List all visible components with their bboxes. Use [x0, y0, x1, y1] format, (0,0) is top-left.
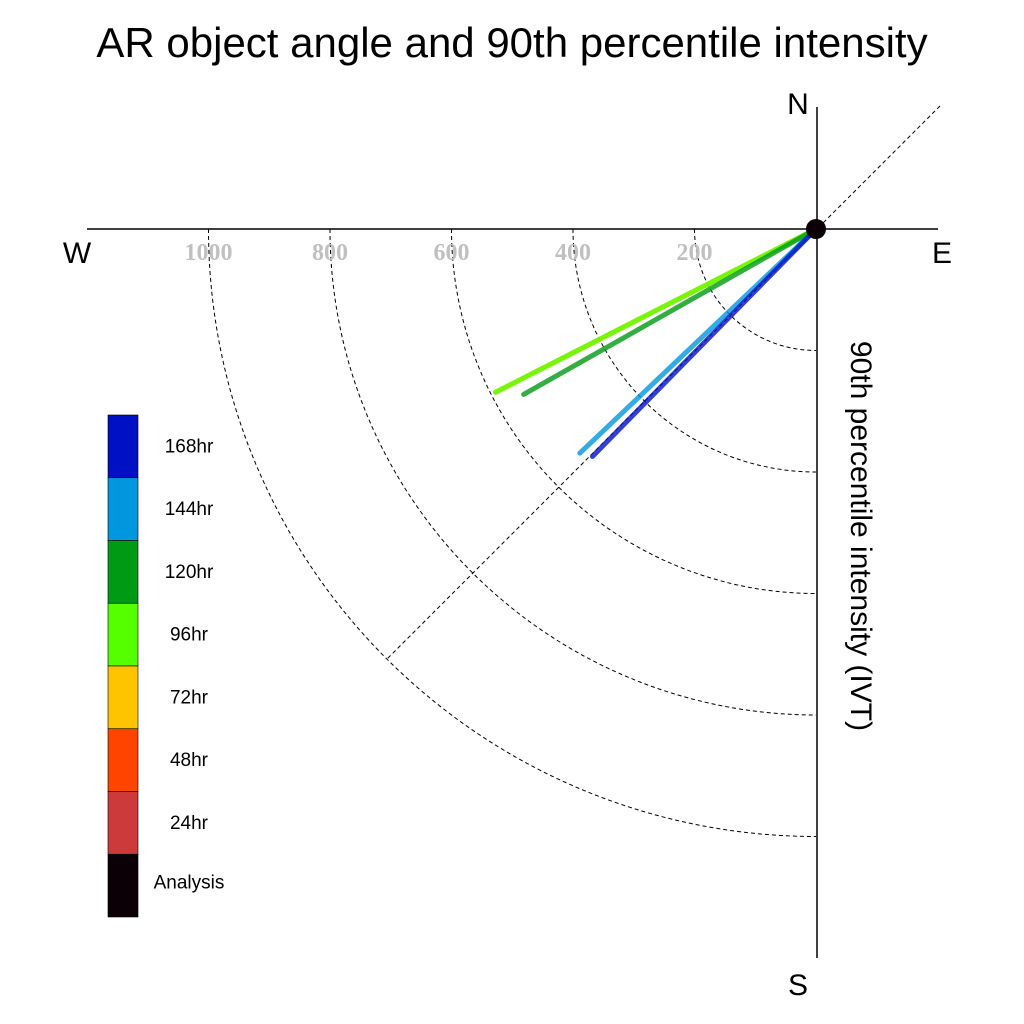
compass-east: E: [932, 237, 952, 270]
legend-label-144hr: 144hr: [165, 499, 214, 520]
radial-tick-label: 200: [677, 240, 713, 266]
legend-swatch-24hr: [107, 791, 139, 855]
grid-ring-800: [329, 228, 817, 716]
y-axis-label: 90th percentile intensity (IVT): [844, 341, 877, 731]
vector-168hr: [589, 226, 819, 459]
grid-ring-600: [451, 228, 817, 594]
compass-north: N: [787, 88, 809, 121]
radial-tick-label: 800: [312, 240, 348, 266]
legend-label-72hr: 72hr: [170, 687, 209, 708]
radial-tick-label: 400: [555, 240, 591, 266]
grid-ring-200: [694, 228, 817, 351]
legend-swatch-analysis: [107, 853, 139, 918]
legend-label-analysis: Analysis: [154, 873, 225, 894]
legend-swatch-72hr: [107, 665, 139, 730]
diagonal-guide: [386, 105, 941, 660]
vector-120hr: [521, 226, 819, 397]
radial-tick-labels: 200 400 600 800 1000: [185, 240, 713, 266]
vector-96hr: [493, 226, 819, 395]
legend-swatch-48hr: [107, 728, 139, 792]
origin-marker: [806, 219, 826, 239]
radial-tick-label: 600: [434, 240, 470, 266]
radial-tick-label: 1000: [185, 240, 233, 266]
legend-label-120hr: 120hr: [165, 562, 214, 583]
legend-swatch-96hr: [107, 602, 139, 667]
legend-label-24hr: 24hr: [170, 813, 209, 834]
compass-west: W: [63, 237, 92, 270]
vector-series: [493, 226, 819, 459]
compass-south: S: [788, 969, 808, 1002]
legend-swatch-120hr: [107, 540, 139, 604]
legend-swatch-144hr: [107, 477, 139, 541]
legend-label-48hr: 48hr: [170, 750, 209, 771]
legend: 168hr 144hr 120hr 96hr 72hr 48hr 24hr Analysis: [107, 414, 225, 918]
legend-label-96hr: 96hr: [170, 625, 209, 646]
chart-title: AR object angle and 90th percentile inte…: [96, 19, 927, 66]
legend-label-168hr: 168hr: [165, 436, 214, 457]
grid-ring-1000: [208, 228, 817, 837]
legend-swatch-168hr: [107, 414, 139, 479]
